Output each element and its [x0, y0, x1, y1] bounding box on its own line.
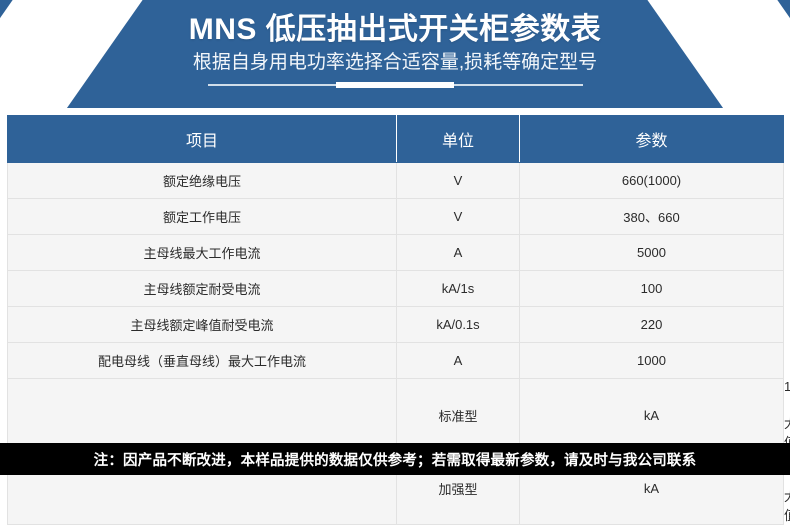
table-header: 项目 单位 参数	[7, 115, 784, 163]
page-subtitle: 根据自身用电功率选择合适容量,损耗等确定型号	[192, 52, 598, 73]
cell-item: 额定工作电压	[7, 198, 397, 235]
cell-param: 220	[519, 306, 784, 343]
table-row: 额定工作电压 V 380、660	[7, 198, 784, 235]
cell-item: 主母线额定峰值耐受电流	[7, 306, 397, 343]
table-row: 额定绝缘电压 V 660(1000)	[7, 162, 784, 199]
cell-item: 主母线额定耐受电流	[7, 270, 397, 307]
table-row: 主母线最大工作电流 A 5000	[7, 234, 784, 271]
banner-divider	[207, 81, 583, 89]
table-header-row: 项目 单位 参数	[7, 115, 784, 163]
cell-unit: A	[396, 342, 520, 379]
cell-param: 100	[519, 270, 784, 307]
table-row: 主母线额定峰值耐受电流 kA/0.1s 220	[7, 306, 784, 343]
table-row: 主母线额定耐受电流 kA/1s 100	[7, 270, 784, 307]
cell-item: 额定绝缘电压	[7, 162, 397, 199]
cell-item: 配电母线（垂直母线）最大工作电流	[7, 342, 397, 379]
column-header-item: 项目	[7, 115, 397, 163]
cell-param: 5000	[519, 234, 784, 271]
cell-unit: V	[396, 162, 520, 199]
cell-param: 380、660	[519, 198, 784, 235]
column-header-unit: 单位	[396, 115, 520, 163]
table-row: 配电母线（垂直母线）最大工作电流 A 1000	[7, 342, 784, 379]
header-banner: MNS 低压抽出式开关柜参数表 根据自身用电功率选择合适容量,损耗等确定型号	[0, 0, 790, 108]
cell-unit: kA	[519, 378, 784, 452]
page-title: MNS 低压抽出式开关柜参数表	[188, 13, 602, 46]
banner-content: MNS 低压抽出式开关柜参数表 根据自身用电功率选择合适容量,损耗等确定型号	[0, 0, 790, 108]
cell-unit: kA/0.1s	[396, 306, 520, 343]
cell-unit: A	[396, 234, 520, 271]
footer-note: 注：因产品不断改进，本样品提供的数据仅供参考；若需取得最新参数，请及时与我公司联…	[0, 443, 790, 475]
column-header-param: 参数	[519, 115, 784, 163]
divider-center-accent	[335, 82, 454, 88]
cell-param: 660(1000)	[519, 162, 784, 199]
cell-unit: kA/1s	[396, 270, 520, 307]
cell-unit: V	[396, 198, 520, 235]
cell-subtype: 标准型	[396, 378, 520, 452]
cell-param: 1000	[519, 342, 784, 379]
table-row-merged-first: 配电母线（垂直母线）峰值电流 标准型 kA 105（最大值）/0.1s	[7, 378, 790, 525]
cell-item: 主母线最大工作电流	[7, 234, 397, 271]
